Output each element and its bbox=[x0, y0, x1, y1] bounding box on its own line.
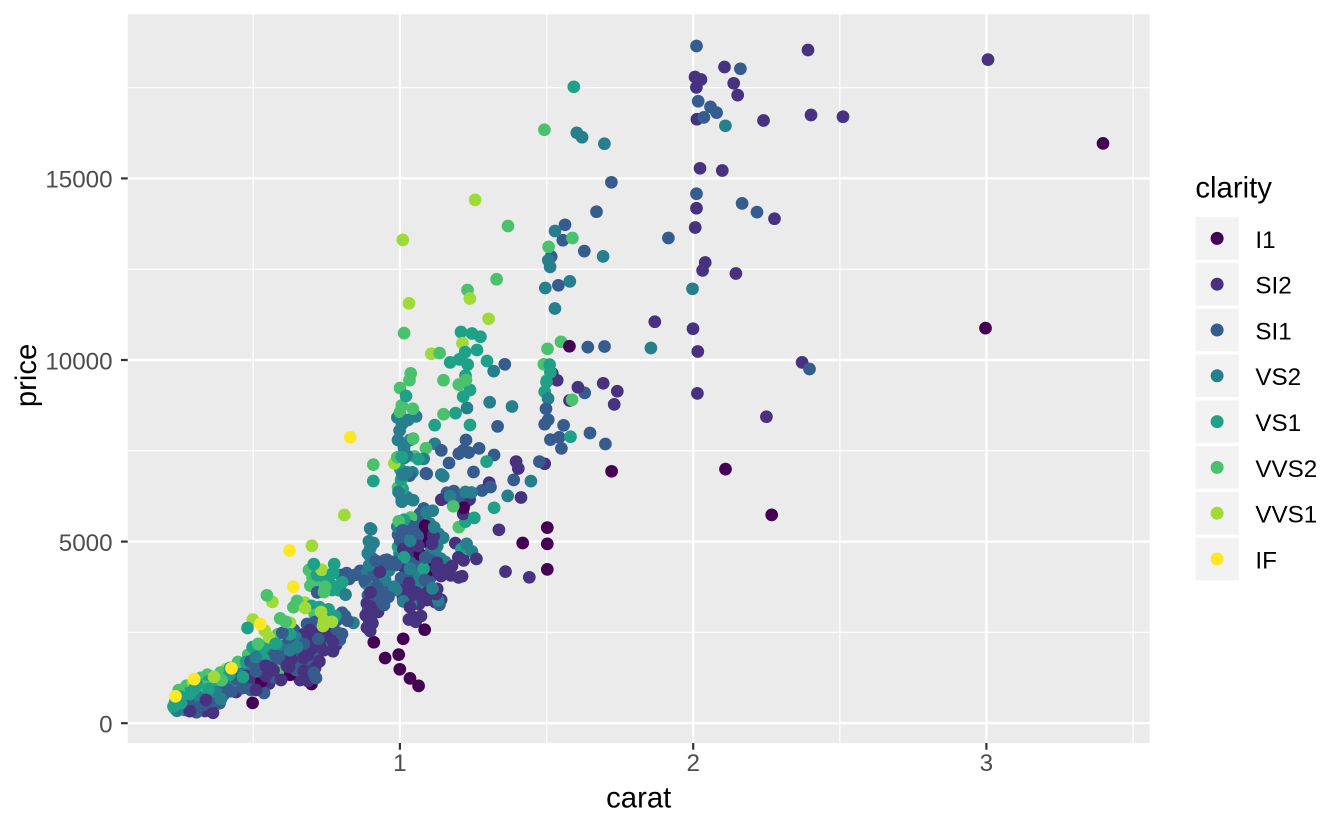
svg-text:clarity: clarity bbox=[1195, 172, 1272, 205]
svg-text:0: 0 bbox=[99, 712, 112, 739]
svg-text:2: 2 bbox=[686, 750, 699, 777]
svg-text:IF: IF bbox=[1255, 547, 1277, 574]
svg-text:VVS1: VVS1 bbox=[1255, 502, 1317, 529]
svg-text:3: 3 bbox=[980, 750, 993, 777]
svg-text:15000: 15000 bbox=[45, 167, 112, 194]
svg-text:VVS2: VVS2 bbox=[1255, 456, 1317, 483]
svg-text:VS2: VS2 bbox=[1255, 364, 1301, 391]
svg-text:carat: carat bbox=[606, 782, 671, 815]
svg-text:SI2: SI2 bbox=[1255, 273, 1291, 300]
svg-text:price: price bbox=[10, 344, 43, 408]
svg-text:VS1: VS1 bbox=[1255, 410, 1301, 437]
svg-text:10000: 10000 bbox=[45, 348, 112, 375]
svg-text:SI1: SI1 bbox=[1255, 318, 1291, 345]
svg-text:I1: I1 bbox=[1255, 227, 1275, 254]
svg-text:5000: 5000 bbox=[59, 530, 113, 557]
svg-text:1: 1 bbox=[393, 750, 406, 777]
